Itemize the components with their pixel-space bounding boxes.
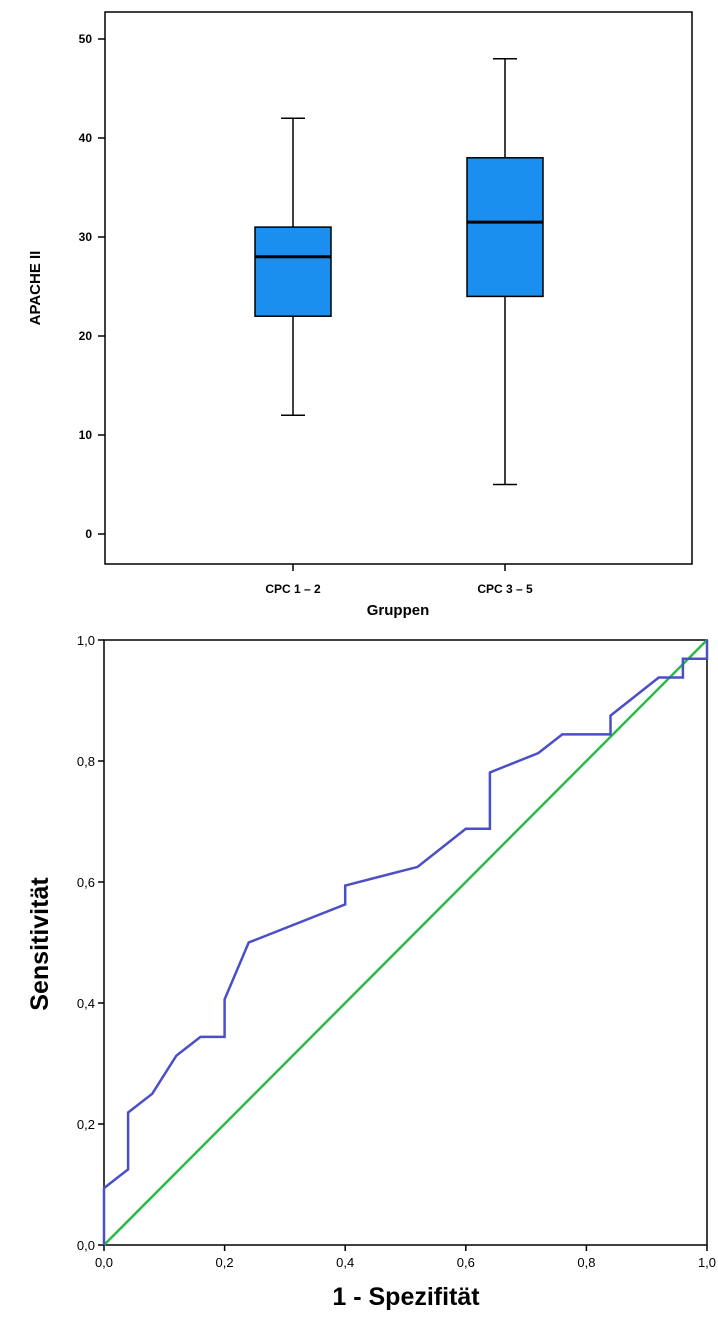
boxplot-x-tick-label: CPC 3 – 5	[477, 582, 533, 596]
boxplot-y-tick-label: 30	[79, 230, 93, 244]
boxplot-y-tick-label: 0	[85, 527, 92, 541]
boxplot-y-tick-label: 20	[79, 329, 93, 343]
boxplot-y-tick-label: 10	[79, 428, 93, 442]
boxplot-marks	[254, 58, 544, 486]
roc-y-tick-label: 1,0	[77, 633, 95, 648]
roc-chart: 0,0 0,2 0,4 0,6 0,8 1,0 0,0 0,2 0,4 0,6 0,8 1,0 Sen…	[26, 633, 716, 1311]
boxplot-y-ticks: 0 10 20 30 40 50	[79, 32, 105, 541]
roc-x-tick-label: 0,2	[216, 1255, 234, 1270]
roc-x-tick-label: 1,0	[698, 1255, 716, 1270]
roc-x-tick-label: 0,8	[577, 1255, 595, 1270]
roc-y-tick-label: 0,4	[77, 996, 95, 1011]
boxplot-x-tick-label: CPC 1 – 2	[265, 582, 321, 596]
reference-diagonal-line	[103, 639, 708, 1246]
roc-x-axis-label: 1 - Spezifität	[332, 1283, 480, 1311]
boxplot-chart: 0 10 20 30 40 50 CPC 1 – 2 CPC 3 – 5 APACHE II…	[27, 11, 693, 619]
roc-y-tick-label: 0,2	[77, 1117, 95, 1132]
roc-y-axis-label: Sensitivität	[26, 877, 54, 1011]
boxplot-x-ticks: CPC 1 – 2 CPC 3 – 5	[265, 564, 533, 596]
boxplot-y-tick-label: 50	[79, 32, 93, 46]
boxplot-box	[466, 157, 544, 298]
boxplot-y-axis-label: APACHE II	[27, 251, 44, 326]
boxplot-frame	[104, 11, 693, 565]
boxplot-y-tick-label: 40	[79, 131, 93, 145]
boxplot-box-group	[466, 58, 544, 486]
roc-curve-line	[102, 640, 709, 1245]
roc-axis-ticks: 0,0 0,2 0,4 0,6 0,8 1,0 0,0 0,2 0,4 0,6 0,8 1,0	[77, 633, 716, 1270]
roc-x-tick-label: 0,0	[95, 1255, 113, 1270]
roc-x-tick-label: 0,4	[336, 1255, 354, 1270]
roc-y-tick-label: 0,6	[77, 875, 95, 890]
roc-y-tick-label: 0,8	[77, 754, 95, 769]
roc-marks	[102, 639, 709, 1246]
boxplot-box-group	[254, 117, 332, 416]
boxplot-x-axis-label: Gruppen	[367, 602, 430, 619]
roc-x-tick-label: 0,6	[457, 1255, 475, 1270]
roc-y-tick-label: 0,0	[77, 1238, 95, 1253]
boxplot-box	[254, 226, 332, 317]
